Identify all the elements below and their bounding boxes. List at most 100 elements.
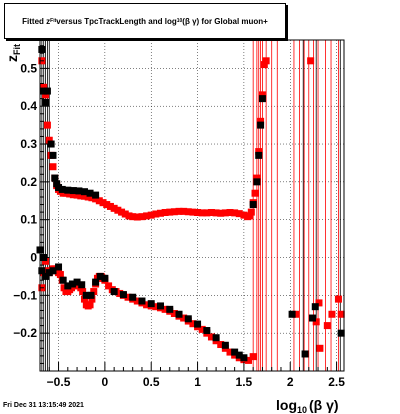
data-point — [51, 174, 59, 182]
data-point — [55, 184, 63, 192]
data-point — [38, 45, 46, 53]
data-point — [184, 208, 192, 216]
data-point — [245, 212, 253, 220]
y-tick-label: 0 — [30, 251, 37, 265]
x-tick-label: 0 — [102, 375, 109, 389]
chart-title: Fitted z Fit versus TpcTrackLength and lo… — [4, 3, 286, 39]
x-tick-label: 1 — [194, 375, 201, 389]
data-point — [311, 303, 319, 311]
y-tick-label: 0.1 — [20, 213, 37, 227]
data-point — [64, 282, 72, 290]
data-point — [312, 318, 320, 326]
data-point — [118, 208, 126, 216]
data-point — [40, 83, 48, 91]
y-axis-label: zFit — [4, 44, 22, 62]
data-point — [143, 301, 151, 309]
data-point — [66, 190, 74, 198]
data-point — [249, 201, 257, 209]
data-points — [36, 45, 345, 364]
data-point — [251, 189, 259, 197]
data-point — [64, 186, 72, 194]
y-tick-label: 0.4 — [20, 99, 37, 113]
data-point — [147, 300, 155, 308]
data-point — [45, 269, 53, 277]
data-point — [138, 297, 146, 305]
data-point — [315, 299, 323, 307]
data-point — [92, 195, 100, 203]
data-point — [207, 208, 215, 216]
data-point — [43, 121, 51, 129]
data-point — [73, 191, 81, 199]
data-point — [249, 353, 257, 361]
data-point — [42, 272, 50, 280]
data-point — [152, 210, 160, 218]
data-point — [203, 209, 211, 217]
axes: −0.5 0 0.5 1 1.5 2 2.5 −0.2 −0.1 0 0.1 0.2 0.3 0.4 0.5 — [13, 45, 345, 389]
y-tick-label: −0.1 — [13, 288, 37, 302]
data-point — [184, 315, 192, 323]
plot-frame — [39, 39, 345, 372]
data-point — [92, 191, 100, 199]
data-point — [55, 263, 63, 271]
data-point — [260, 61, 268, 69]
data-point — [156, 302, 164, 310]
data-point — [166, 305, 174, 313]
data-point — [235, 351, 243, 359]
data-point — [152, 303, 160, 311]
data-point — [253, 178, 261, 186]
data-point — [257, 121, 265, 129]
data-point — [124, 293, 132, 301]
data-point — [88, 295, 96, 303]
data-point — [129, 213, 137, 221]
data-point — [88, 194, 96, 202]
data-point — [258, 91, 266, 99]
data-point — [133, 297, 141, 305]
data-point — [231, 348, 239, 356]
data-point — [189, 208, 197, 216]
data-point — [69, 187, 77, 195]
data-point — [337, 310, 345, 318]
data-point — [288, 310, 296, 318]
data-point — [301, 350, 309, 358]
data-point — [125, 212, 133, 220]
data-point — [175, 207, 183, 215]
data-point — [110, 288, 118, 296]
data-point — [80, 192, 88, 200]
data-point — [194, 320, 202, 328]
data-point — [56, 271, 64, 279]
data-point — [258, 95, 266, 103]
data-point — [253, 174, 261, 182]
data-point — [45, 136, 53, 144]
data-point — [292, 310, 300, 318]
data-point — [116, 289, 124, 297]
data-point — [78, 281, 86, 289]
y-tick-label: 0.5 — [20, 61, 37, 75]
data-point — [337, 329, 345, 337]
data-point — [73, 278, 81, 286]
data-point — [247, 208, 255, 216]
data-point — [316, 344, 324, 352]
x-tick-label: 0.5 — [143, 375, 160, 389]
data-point — [42, 91, 50, 99]
data-point — [47, 140, 55, 148]
data-point — [240, 211, 248, 219]
data-point — [143, 212, 151, 220]
data-point — [105, 282, 113, 290]
data-point — [203, 327, 211, 335]
data-point — [49, 163, 57, 171]
data-point — [226, 348, 234, 356]
axis-labels: log10 (β γ) zFit — [4, 44, 339, 414]
data-point — [334, 295, 342, 303]
data-point — [58, 185, 66, 193]
data-point — [95, 197, 103, 205]
data-point — [212, 209, 220, 217]
data-point — [245, 356, 253, 364]
data-point — [180, 207, 188, 215]
data-point — [110, 204, 118, 212]
data-point — [156, 209, 164, 217]
data-point — [101, 274, 109, 282]
data-point — [53, 180, 61, 188]
data-point — [226, 208, 234, 216]
data-point — [92, 278, 100, 286]
